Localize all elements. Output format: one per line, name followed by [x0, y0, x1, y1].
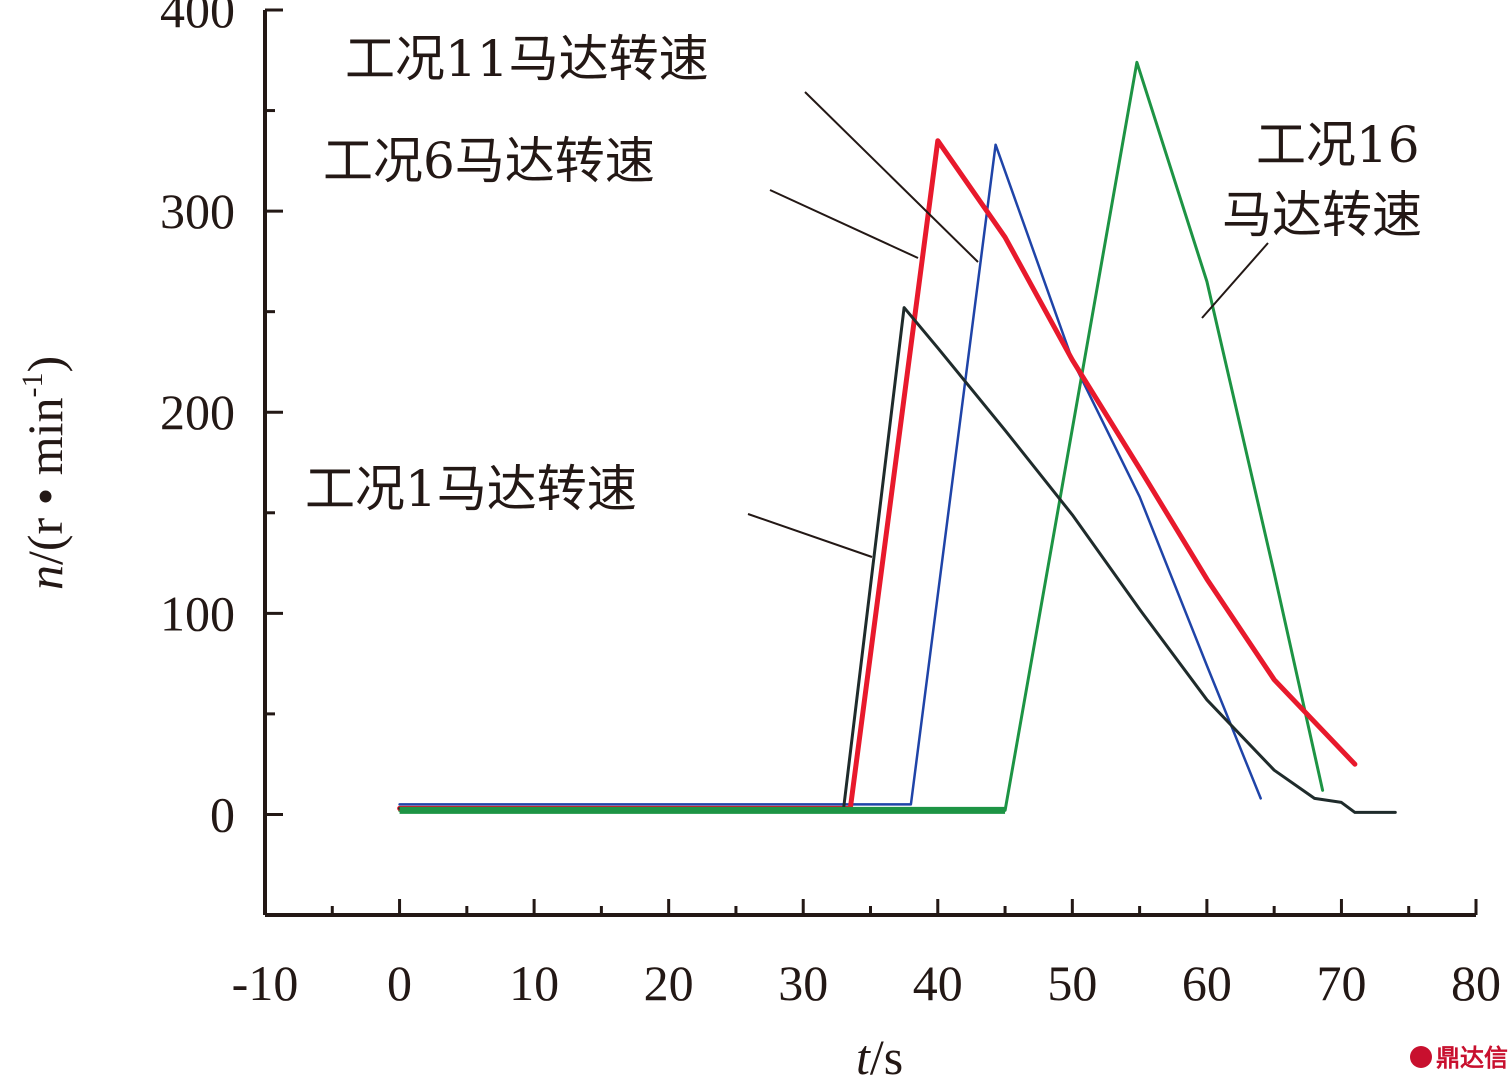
y-tick-label: 400	[160, 0, 235, 38]
x-tick-label: 80	[1451, 955, 1501, 1011]
annotation-case1: 工况1马达转速	[305, 460, 637, 518]
axes: -10 0 10 20 30 40 50 60 70 80 400 300 200 100 0	[160, 0, 1501, 1011]
series-line-工况1马达转速	[398, 306, 1397, 814]
annotation-case11: 工况11马达转速	[345, 30, 709, 88]
watermark-logo-icon	[1410, 1046, 1432, 1068]
series-line-工况6马达转速	[397, 138, 1358, 811]
y-axis-title-main: /(r • min	[17, 398, 73, 565]
y-axis-title-sup: -1	[16, 373, 49, 398]
y-axis-title-close: )	[17, 356, 73, 373]
series-group	[397, 60, 1397, 814]
x-tick-label: 50	[1047, 955, 1097, 1011]
x-axis-title: t/s	[856, 1029, 903, 1081]
leader-case16	[1201, 242, 1269, 319]
y-tick-label: 100	[160, 585, 235, 641]
leader-case6	[769, 189, 919, 259]
x-tick-label: 60	[1182, 955, 1232, 1011]
annotation-case16-line2: 马达转速	[1222, 186, 1422, 244]
y-tick-label: 0	[210, 786, 235, 842]
annotation-leaders	[747, 91, 1269, 558]
x-tick-label: 30	[778, 955, 828, 1011]
x-tick-label: -10	[232, 955, 299, 1011]
y-tick-label: 300	[160, 183, 235, 239]
x-tick-label: 0	[387, 955, 412, 1011]
annotation-case6: 工况6马达转速	[323, 132, 655, 190]
y-tick-label: 200	[160, 384, 235, 440]
leader-case1	[747, 513, 873, 558]
annotation-case16-line1: 工况16	[1256, 116, 1420, 174]
x-tick-label: 10	[509, 955, 559, 1011]
y-axis-title: n/(r • min-1)	[16, 356, 73, 590]
x-tick-label: 20	[644, 955, 694, 1011]
leader-case11	[804, 91, 979, 263]
x-tick-label: 40	[913, 955, 963, 1011]
x-tick-label: 70	[1316, 955, 1366, 1011]
watermark-text: 鼎达信	[1436, 1044, 1508, 1072]
